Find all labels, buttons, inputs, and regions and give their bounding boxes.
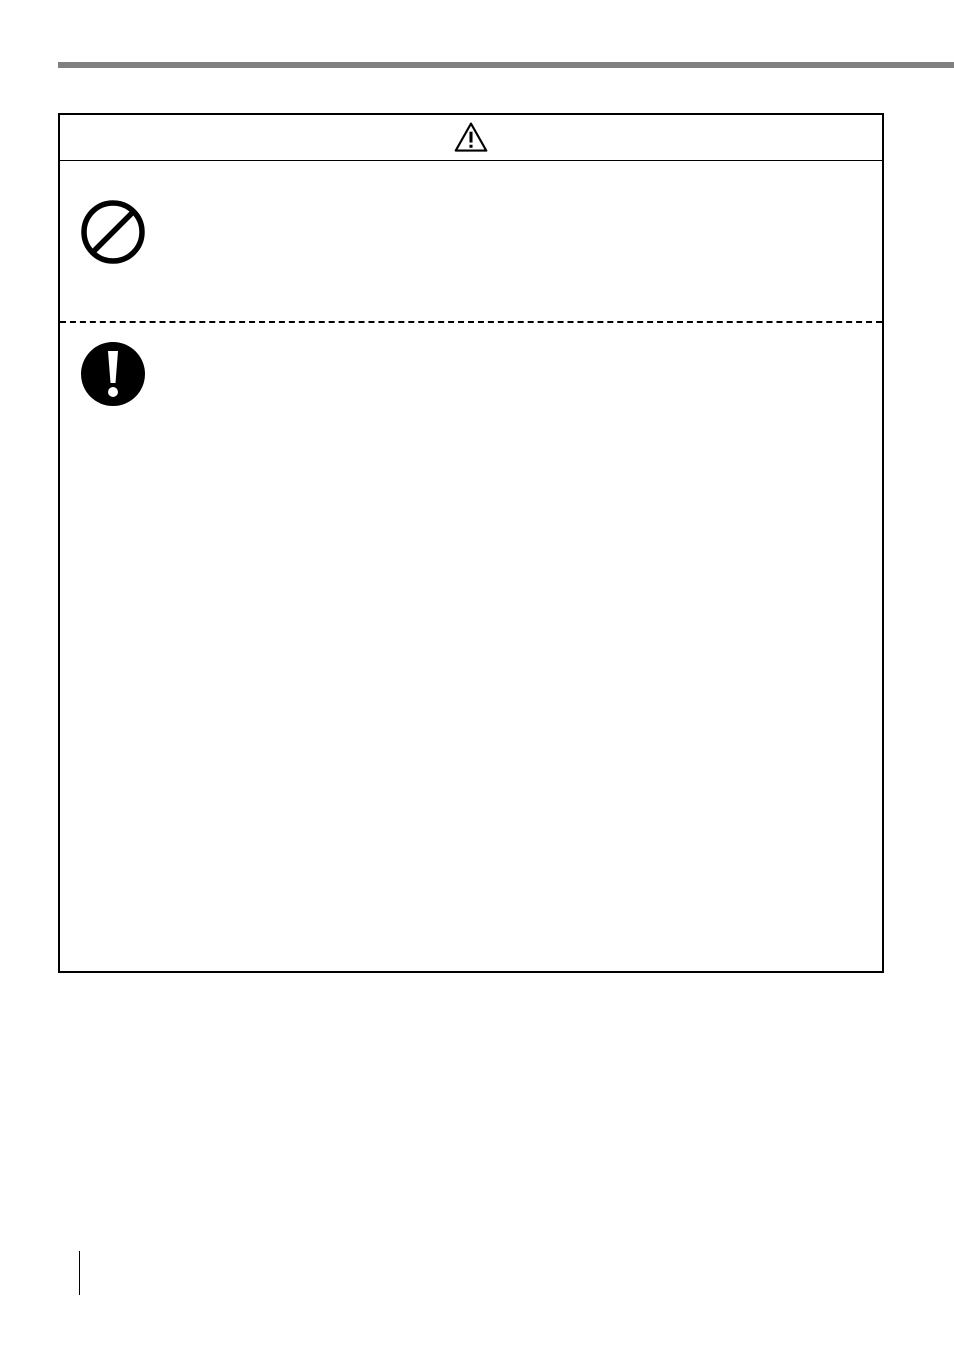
warning-header: [60, 115, 882, 161]
section-divider: [60, 321, 882, 323]
prohibit-icon: [78, 197, 148, 267]
top-horizontal-rule: [58, 62, 954, 68]
alert-triangle-icon: [453, 120, 489, 156]
warning-content: [60, 161, 882, 971]
warning-box: [58, 113, 884, 973]
footer-mark: [78, 1251, 82, 1295]
exclamation-circle-icon: [78, 339, 148, 409]
